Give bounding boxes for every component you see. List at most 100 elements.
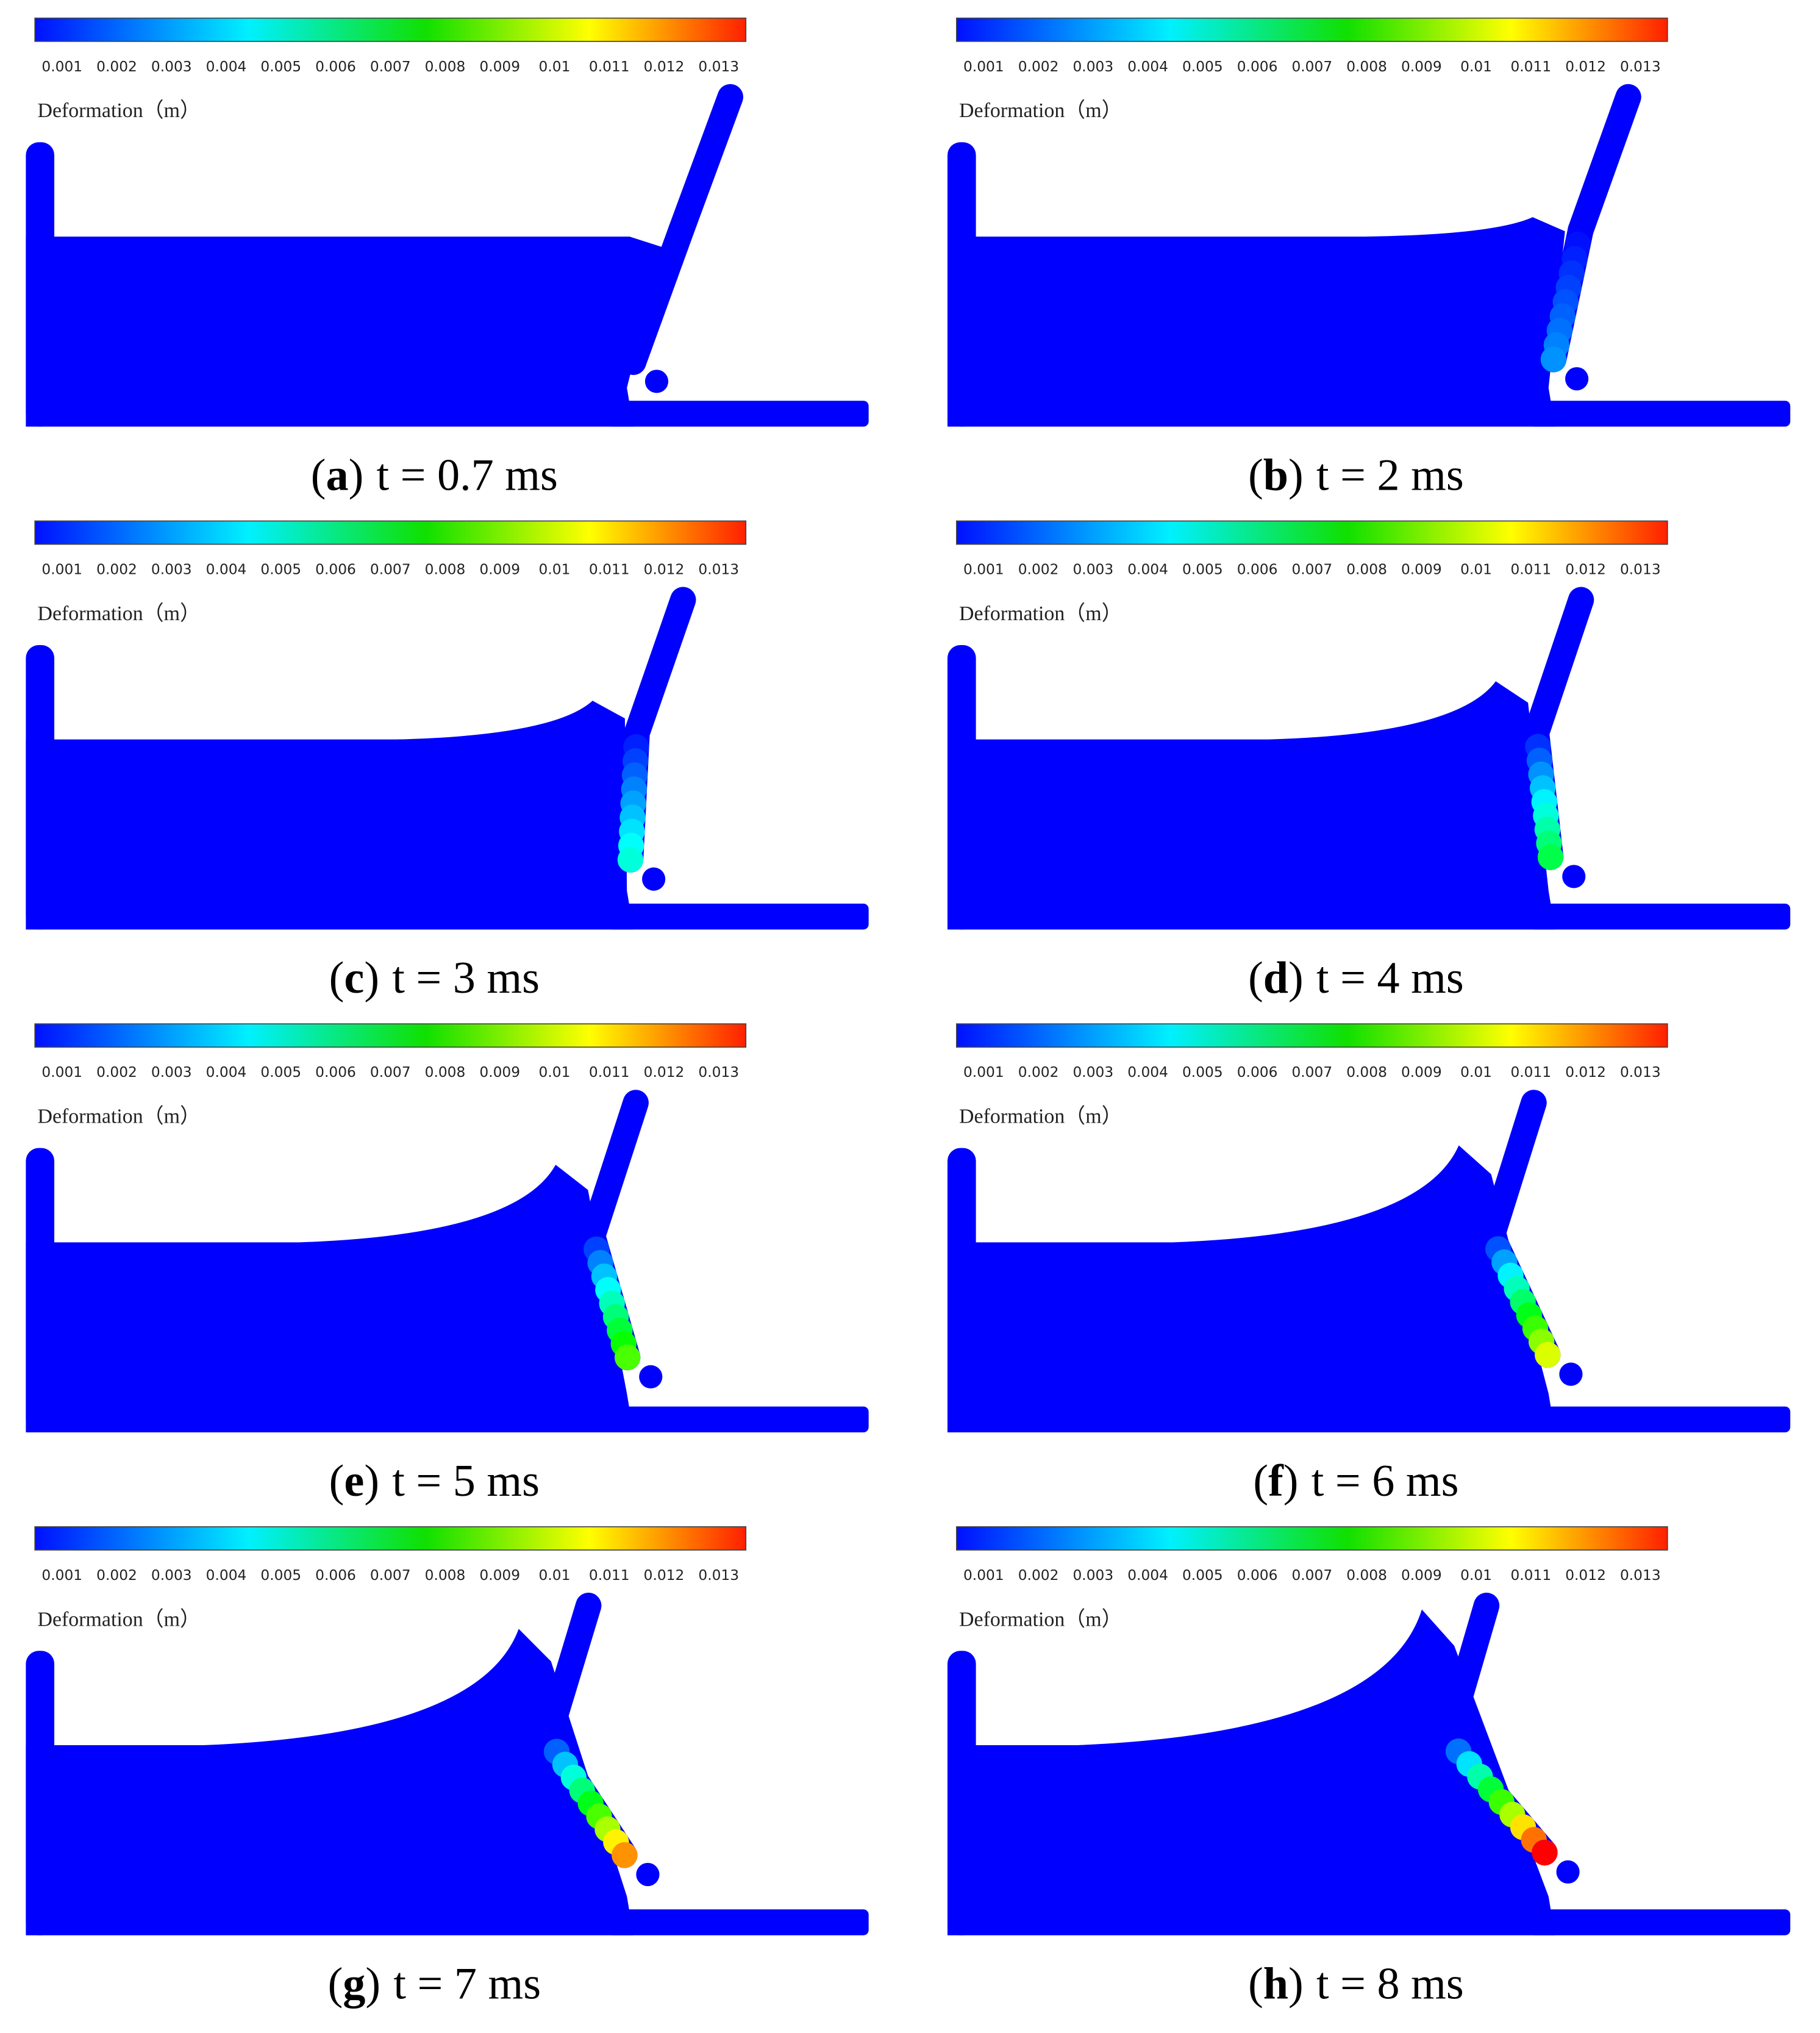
colorbar xyxy=(955,1526,1668,1551)
colorbar-tick-label: 0.009 xyxy=(479,59,520,75)
water xyxy=(26,236,662,427)
floor xyxy=(607,903,869,930)
caption-close: ) xyxy=(1288,953,1304,1003)
floor xyxy=(1529,1909,1791,1935)
caption-time: t = 4 ms xyxy=(1316,953,1464,1003)
colorbar-tick-label: 0.01 xyxy=(539,561,571,577)
colorbar xyxy=(955,1023,1668,1048)
colorbar-tick-label: 0.004 xyxy=(206,1567,247,1584)
caption: (h) t = 8 ms xyxy=(1248,1959,1464,2009)
colorbar-tick-label: 0.005 xyxy=(1182,1567,1223,1584)
colorbar-tick-label: 0.013 xyxy=(698,59,739,75)
colorbar-tick-label: 0.006 xyxy=(315,1064,356,1081)
colorbar-tick-label: 0.011 xyxy=(589,1064,630,1081)
colorbar-tick-label: 0.013 xyxy=(698,1064,739,1081)
panel: 0.001 0.002 0.003 0.004 0.005 0.006 0.007 0.008… xyxy=(26,1526,869,2009)
caption-open: ( xyxy=(1253,1456,1268,1506)
colorbar-tick-label: 0.01 xyxy=(539,1567,571,1584)
floor xyxy=(607,1909,869,1935)
caption: (d) t = 4 ms xyxy=(1248,953,1464,1003)
colorbar-tick-label: 0.001 xyxy=(963,561,1004,577)
colorbar-tick-label: 0.009 xyxy=(1401,59,1442,75)
gate-foot xyxy=(642,867,666,891)
colorbar-tick-label: 0.013 xyxy=(698,1567,739,1584)
colorbar-tick-label: 0.001 xyxy=(41,1567,82,1584)
caption-time: t = 5 ms xyxy=(392,1456,540,1506)
colorbar-title: Deformation（m） xyxy=(37,1105,200,1128)
colorbar-tick-label: 0.012 xyxy=(644,1064,685,1081)
caption-open: ( xyxy=(329,953,344,1003)
colorbar-tick-label: 0.009 xyxy=(1401,561,1442,577)
colorbar-tick-label: 0.012 xyxy=(1565,1567,1606,1584)
floor xyxy=(607,401,869,427)
colorbar-tick-label: 0.003 xyxy=(151,1567,192,1584)
gate-particle xyxy=(1532,1839,1558,1866)
colorbar-tick-label: 0.006 xyxy=(315,561,356,577)
caption-open: ( xyxy=(1248,953,1263,1003)
caption-close: ) xyxy=(364,1456,379,1506)
caption-letter: h xyxy=(1263,1959,1288,2009)
water xyxy=(947,681,1555,930)
colorbar-title: Deformation（m） xyxy=(959,99,1122,122)
gate-foot xyxy=(1559,1362,1583,1386)
caption-time: t = 8 ms xyxy=(1316,1959,1464,2009)
colorbar-tick-label: 0.005 xyxy=(1182,1064,1223,1081)
caption-close: ) xyxy=(1288,451,1304,501)
caption-time: t = 0.7 ms xyxy=(376,451,557,501)
colorbar-tick-label: 0.003 xyxy=(151,59,192,75)
colorbar-tick-label: 0.003 xyxy=(1072,1064,1113,1081)
panel: 0.001 0.002 0.003 0.004 0.005 0.006 0.007 0.008… xyxy=(947,520,1791,1003)
gate-foot xyxy=(1562,865,1586,888)
colorbar-tick-label: 0.007 xyxy=(1291,1064,1332,1081)
caption-letter: b xyxy=(1263,451,1288,501)
gate-particle xyxy=(1537,844,1564,870)
panel: 0.001 0.002 0.003 0.004 0.005 0.006 0.007 0.008… xyxy=(947,1526,1791,2009)
caption-open: ( xyxy=(1248,451,1263,501)
panel: 0.001 0.002 0.003 0.004 0.005 0.006 0.007 0.008… xyxy=(947,17,1791,501)
colorbar-tick-label: 0.001 xyxy=(41,561,82,577)
caption-close: ) xyxy=(365,1959,380,2009)
colorbar-tick-label: 0.004 xyxy=(1127,561,1168,577)
colorbar-title: Deformation（m） xyxy=(959,602,1122,625)
water xyxy=(26,701,633,930)
colorbar-tick-label: 0.006 xyxy=(1237,1064,1278,1081)
colorbar xyxy=(34,1023,747,1048)
caption-time: t = 2 ms xyxy=(1316,451,1464,501)
caption-close: ) xyxy=(1288,1959,1304,2009)
caption: (f) t = 6 ms xyxy=(1253,1456,1458,1506)
gate-foot xyxy=(1565,367,1589,391)
caption-time: t = 7 ms xyxy=(393,1959,541,2009)
gate-particle xyxy=(612,1842,638,1868)
colorbar-tick-label: 0.004 xyxy=(206,59,247,75)
colorbar-tick-label: 0.008 xyxy=(1346,59,1387,75)
colorbar-tick-label: 0.007 xyxy=(370,561,411,577)
panel: 0.001 0.002 0.003 0.004 0.005 0.006 0.007 0.008… xyxy=(947,1023,1791,1506)
colorbar-tick-label: 0.011 xyxy=(1510,59,1551,75)
gate-particle xyxy=(617,846,644,873)
colorbar-tick-label: 0.009 xyxy=(479,1064,520,1081)
colorbar-tick-label: 0.013 xyxy=(1620,59,1661,75)
caption-letter: d xyxy=(1263,953,1288,1003)
colorbar-tick-label: 0.007 xyxy=(370,1064,411,1081)
colorbar-tick-label: 0.003 xyxy=(1072,59,1113,75)
gate-particle xyxy=(614,1344,641,1371)
caption-time: t = 3 ms xyxy=(392,953,540,1003)
colorbar-title: Deformation（m） xyxy=(37,1607,200,1631)
floor xyxy=(1529,401,1791,427)
colorbar-tick-label: 0.002 xyxy=(96,59,137,75)
colorbar-tick-label: 0.007 xyxy=(370,59,411,75)
colorbar xyxy=(34,520,747,545)
water xyxy=(947,1145,1555,1433)
colorbar-tick-label: 0.002 xyxy=(1018,1064,1059,1081)
colorbar-tick-label: 0.011 xyxy=(589,561,630,577)
caption-close: ) xyxy=(1283,1456,1299,1506)
colorbar-tick-label: 0.01 xyxy=(1460,1567,1492,1584)
colorbar-tick-label: 0.003 xyxy=(1072,1567,1113,1584)
colorbar-tick-label: 0.009 xyxy=(1401,1567,1442,1584)
panel: 0.001 0.002 0.003 0.004 0.005 0.006 0.007 0.008… xyxy=(26,1023,869,1506)
gate-particle xyxy=(620,349,647,375)
colorbar-tick-label: 0.002 xyxy=(96,1567,137,1584)
water xyxy=(26,1629,633,1935)
colorbar-tick-label: 0.009 xyxy=(1401,1064,1442,1081)
